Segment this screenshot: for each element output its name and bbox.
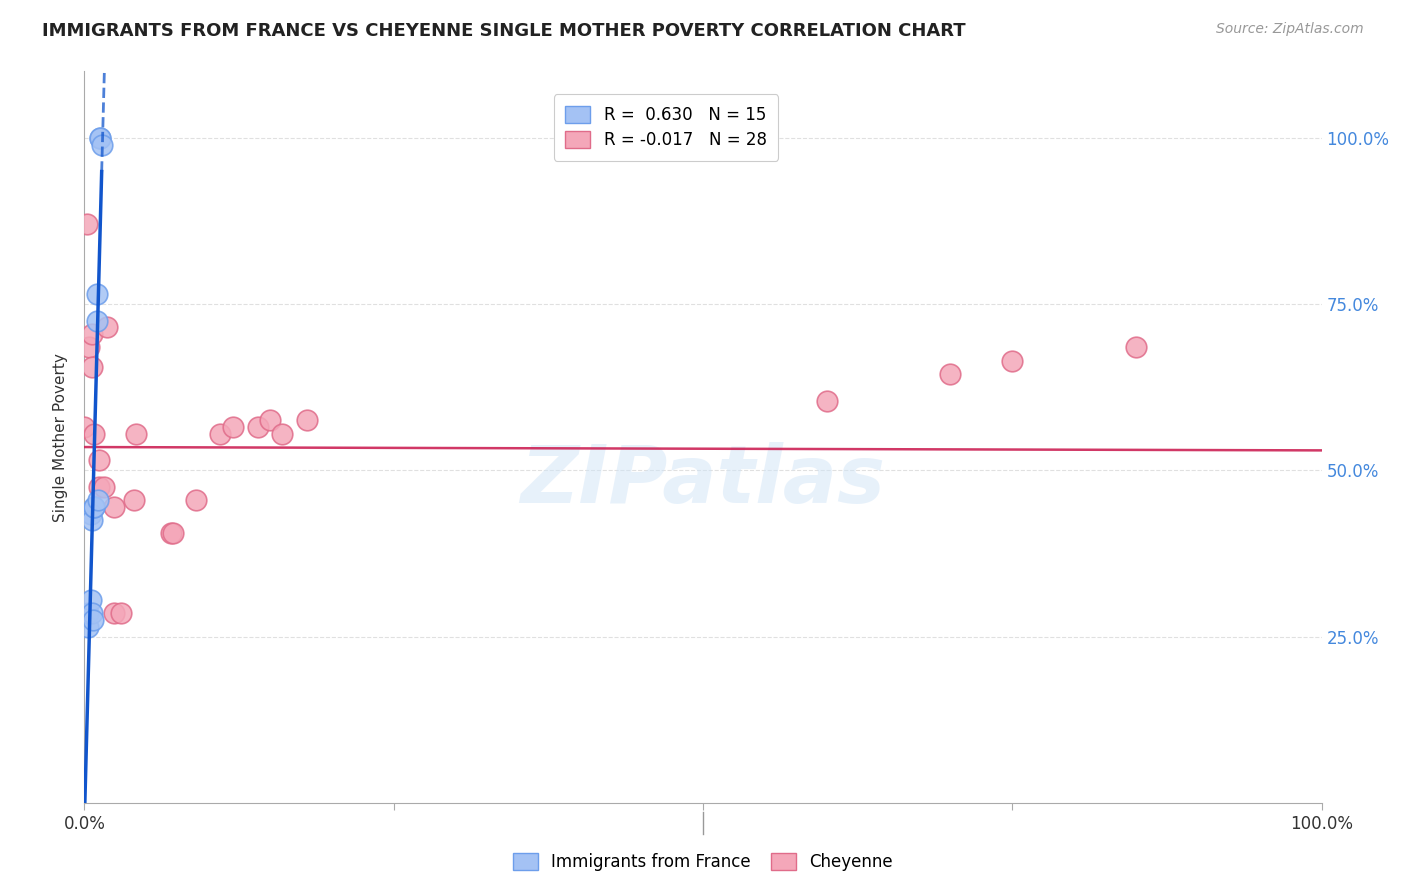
Point: [295, 413, 318, 427]
Point: [80, 607, 103, 621]
Point: [1125, 340, 1147, 354]
Point: [209, 426, 232, 441]
Point: [80, 360, 103, 375]
Point: [83, 500, 105, 514]
Point: [77, 607, 100, 621]
Legend: Immigrants from France, Cheyenne: Immigrants from France, Cheyenne: [505, 845, 901, 880]
Point: [815, 393, 838, 408]
Text: ZIPatlas: ZIPatlas: [520, 442, 886, 520]
Point: [89, 453, 111, 467]
Point: [79, 340, 101, 354]
Point: [79, 593, 101, 607]
Point: [96, 320, 118, 334]
Point: [76, 217, 98, 231]
Point: [77, 619, 100, 633]
Point: [86, 314, 108, 328]
Point: [125, 426, 148, 441]
Point: [122, 493, 145, 508]
Point: [160, 526, 183, 541]
Point: [246, 420, 269, 434]
Point: [110, 607, 132, 621]
Text: IMMIGRANTS FROM FRANCE VS CHEYENNE SINGLE MOTHER POVERTY CORRELATION CHART: IMMIGRANTS FROM FRANCE VS CHEYENNE SINGL…: [42, 22, 966, 40]
Point: [184, 493, 207, 508]
Point: [89, 131, 111, 145]
Point: [1001, 353, 1024, 368]
Point: [73, 420, 96, 434]
Text: Source: ZipAtlas.com: Source: ZipAtlas.com: [1216, 22, 1364, 37]
Point: [222, 420, 245, 434]
Point: [83, 500, 105, 514]
Y-axis label: Single Mother Poverty: Single Mother Poverty: [53, 352, 69, 522]
Point: [939, 367, 962, 381]
Point: [89, 131, 111, 145]
Point: [103, 500, 125, 514]
Point: [90, 137, 112, 152]
Point: [271, 426, 294, 441]
Point: [86, 287, 108, 301]
Point: [162, 526, 184, 541]
Legend: R =  0.630   N = 15, R = -0.017   N = 28: R = 0.630 N = 15, R = -0.017 N = 28: [554, 95, 778, 161]
Point: [89, 480, 111, 494]
Point: [103, 607, 125, 621]
Point: [93, 480, 115, 494]
Point: [80, 326, 103, 341]
Point: [259, 413, 281, 427]
Point: [80, 513, 103, 527]
Point: [79, 507, 101, 521]
Point: [87, 493, 110, 508]
Point: [82, 613, 104, 627]
Point: [83, 426, 105, 441]
